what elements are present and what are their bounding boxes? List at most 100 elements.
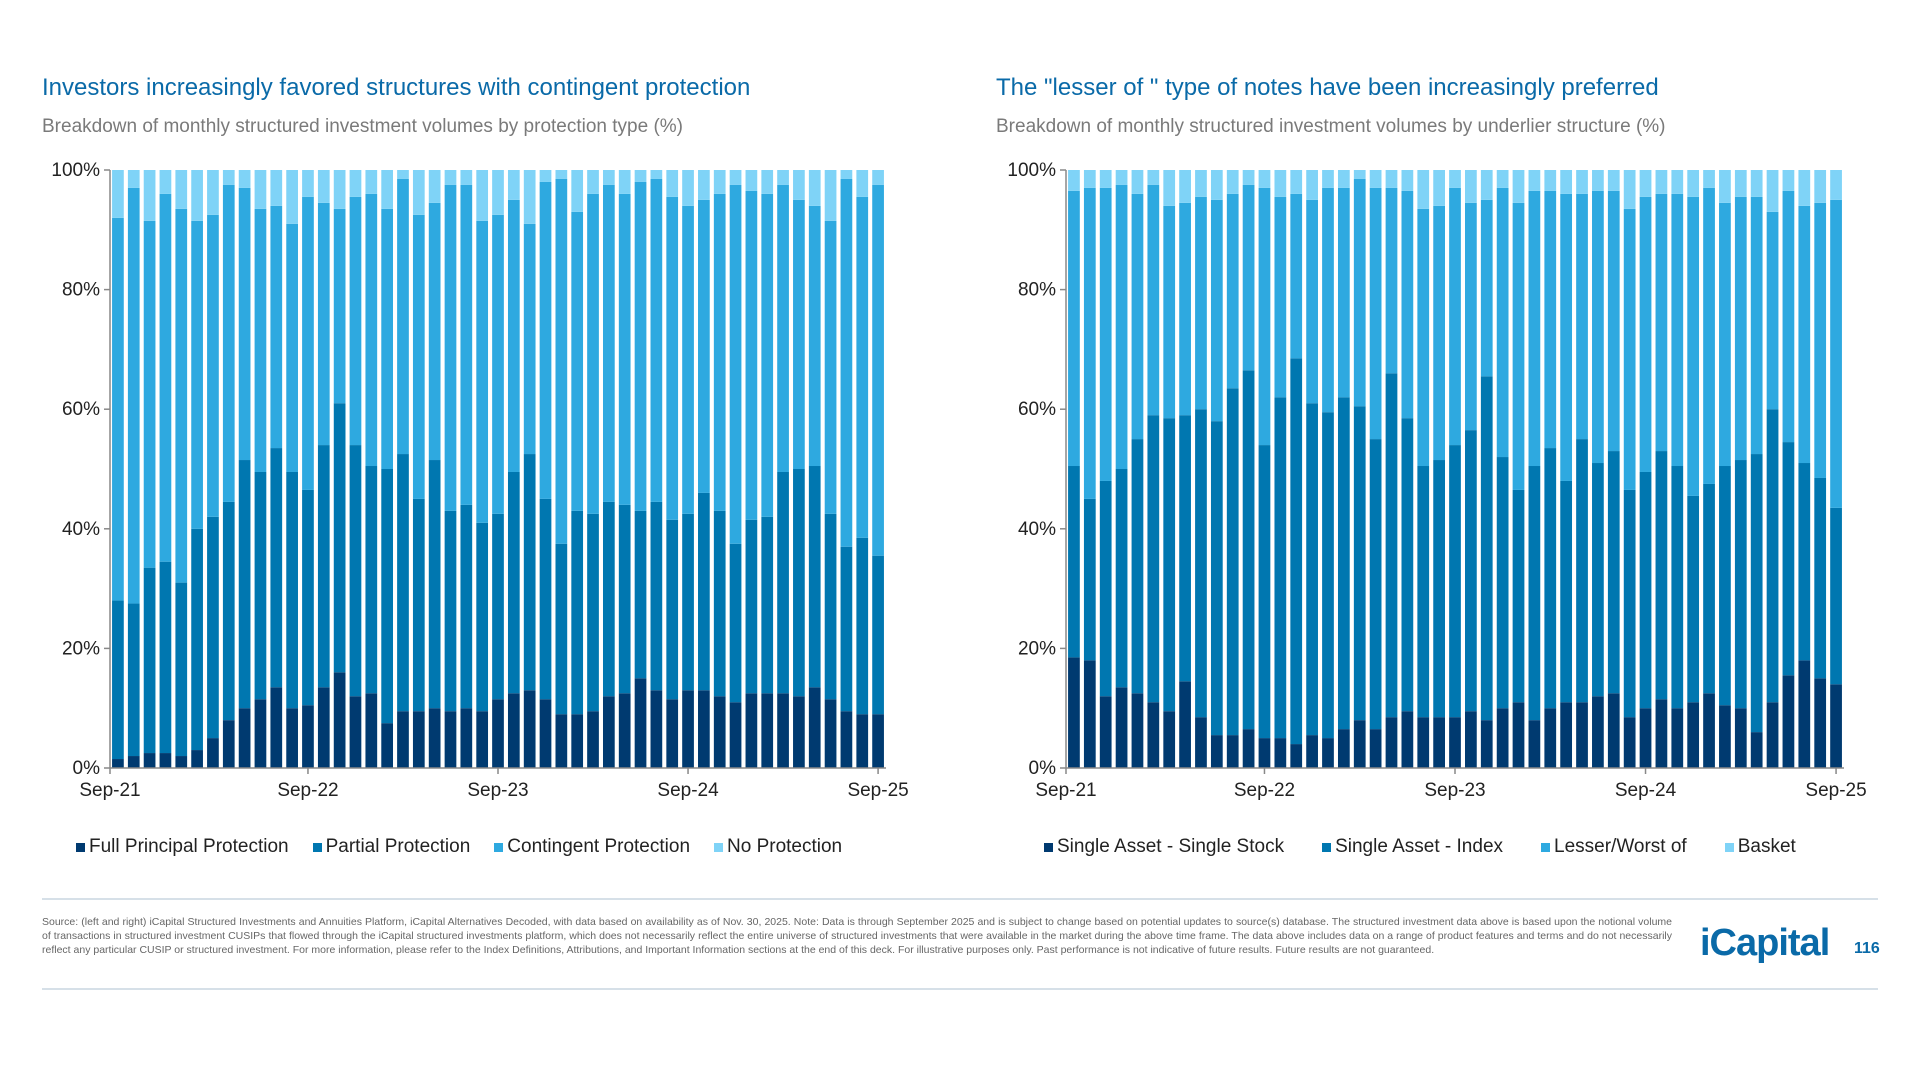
bar-segment-basket xyxy=(1703,170,1715,188)
legend-swatch xyxy=(1541,842,1551,852)
bar-segment-partial-protection xyxy=(143,567,156,754)
legend-label: Partial Protection xyxy=(325,836,471,857)
legend-item: Single Asset - Single Stock xyxy=(1044,836,1284,858)
bar-stack xyxy=(143,170,156,768)
bar-segment-single-asset-index xyxy=(1385,373,1398,718)
bar-segment-basket xyxy=(1163,170,1176,206)
bar-segment-single-asset-single-stock xyxy=(1766,702,1779,768)
bar-segment-full-principal-protection xyxy=(587,711,599,768)
bar-segment-partial-protection xyxy=(333,403,346,673)
bar-segment-lesser-worst-of xyxy=(1115,184,1128,469)
bar-segment-full-principal-protection xyxy=(207,738,219,768)
bar-segment-basket xyxy=(1385,170,1398,188)
bar-segment-lesser-worst-of xyxy=(1798,205,1811,464)
bar-segment-contingent-protection xyxy=(333,208,346,404)
bar-segment-single-asset-single-stock xyxy=(1068,657,1080,768)
bar-stack xyxy=(1226,170,1239,768)
bar-segment-partial-protection xyxy=(476,522,489,712)
bar-segment-full-principal-protection xyxy=(254,699,267,768)
bar-stack xyxy=(729,170,742,768)
bar-stack xyxy=(713,170,726,768)
y-tick-label: 40% xyxy=(1018,519,1056,540)
bar-segment-full-principal-protection xyxy=(507,693,520,768)
bar-segment-single-asset-index xyxy=(1226,388,1239,736)
bar-segment-basket xyxy=(1623,170,1636,209)
bar-segment-partial-protection xyxy=(587,513,599,712)
bar-segment-full-principal-protection xyxy=(238,708,251,768)
bar-segment-partial-protection xyxy=(698,492,710,691)
bar-stack xyxy=(1258,170,1271,768)
bar-stack xyxy=(191,170,203,768)
bar-segment-contingent-protection xyxy=(349,196,362,446)
bar-stack xyxy=(1607,170,1620,768)
bar-stack xyxy=(523,170,536,768)
bar-segment-lesser-worst-of xyxy=(1369,187,1382,440)
bar-stack xyxy=(127,170,140,768)
x-tick-label: Sep-21 xyxy=(79,780,140,801)
bar-segment-single-asset-single-stock xyxy=(1322,738,1334,768)
bar-stack xyxy=(1274,170,1287,768)
bar-segment-contingent-protection xyxy=(666,196,679,520)
bar-segment-single-asset-single-stock xyxy=(1528,720,1541,768)
bar-stack xyxy=(1544,170,1557,768)
left-chart-subtitle: Breakdown of monthly structured investme… xyxy=(42,116,684,137)
bar-segment-contingent-protection xyxy=(270,205,283,449)
bar-segment-no-protection xyxy=(840,170,853,179)
bar-segment-partial-protection xyxy=(682,513,694,691)
bar-segment-basket xyxy=(1671,170,1684,194)
bar-segment-lesser-worst-of xyxy=(1322,187,1334,413)
left-chart: 0% 20% 40% 60% 80% 100% Sep-21 Sep-22 Sep-23 Sep-… xyxy=(51,160,908,801)
footer-divider-top xyxy=(42,898,1878,900)
bar-segment-contingent-protection xyxy=(634,181,647,511)
bar-segment-basket xyxy=(1353,170,1366,179)
bar-segment-no-protection xyxy=(143,170,156,221)
bar-segment-no-protection xyxy=(349,170,362,197)
legend-item: Full Principal Protection xyxy=(76,836,289,858)
bar-segment-no-protection xyxy=(270,170,283,206)
bar-segment-full-principal-protection xyxy=(365,693,378,768)
bar-stack xyxy=(808,170,821,768)
bar-segment-contingent-protection xyxy=(808,205,821,467)
bar-segment-no-protection xyxy=(761,170,774,194)
bar-segment-single-asset-single-stock xyxy=(1290,744,1303,768)
bar-segment-single-asset-single-stock xyxy=(1639,708,1652,768)
bar-segment-single-asset-single-stock xyxy=(1306,735,1318,768)
bar-stack xyxy=(1417,170,1430,768)
bar-segment-contingent-protection xyxy=(555,178,568,544)
bar-stack xyxy=(1083,170,1096,768)
bar-segment-contingent-protection xyxy=(793,199,805,469)
bar-segment-single-asset-index xyxy=(1560,480,1573,703)
bar-segment-full-principal-protection xyxy=(555,714,568,768)
bar-segment-contingent-protection xyxy=(191,220,203,529)
bar-segment-partial-protection xyxy=(872,555,884,715)
legend-swatch xyxy=(714,842,724,852)
y-tick-label: 20% xyxy=(62,638,100,659)
bar-segment-partial-protection xyxy=(365,466,378,694)
bar-segment-contingent-protection xyxy=(127,187,140,604)
legend-item: Basket xyxy=(1724,836,1796,858)
bar-stack xyxy=(1719,170,1731,768)
bar-segment-lesser-worst-of xyxy=(1068,190,1080,467)
bar-segment-partial-protection xyxy=(713,510,726,697)
bar-stack xyxy=(460,170,473,768)
bar-segment-no-protection xyxy=(602,170,615,185)
bar-segment-lesser-worst-of xyxy=(1226,193,1239,389)
bar-segment-lesser-worst-of xyxy=(1465,202,1477,431)
bar-segment-lesser-worst-of xyxy=(1274,196,1287,398)
bar-segment-no-protection xyxy=(729,170,742,185)
bar-stack xyxy=(777,170,789,768)
bar-segment-no-protection xyxy=(476,170,489,221)
bar-segment-no-protection xyxy=(507,170,520,200)
bar-segment-single-asset-index xyxy=(1480,376,1493,721)
bar-segment-single-asset-index xyxy=(1083,498,1096,661)
bar-segment-basket xyxy=(1496,170,1509,188)
bar-stack xyxy=(1512,170,1525,768)
bar-stack xyxy=(397,170,409,768)
bar-segment-single-asset-index xyxy=(1766,409,1779,703)
bar-segment-basket xyxy=(1369,170,1382,188)
bar-segment-partial-protection xyxy=(523,454,536,691)
bar-segment-basket xyxy=(1734,170,1747,197)
bar-segment-single-asset-index xyxy=(1639,471,1652,709)
bar-segment-full-principal-protection xyxy=(333,672,346,768)
bar-segment-single-asset-index xyxy=(1417,466,1430,718)
